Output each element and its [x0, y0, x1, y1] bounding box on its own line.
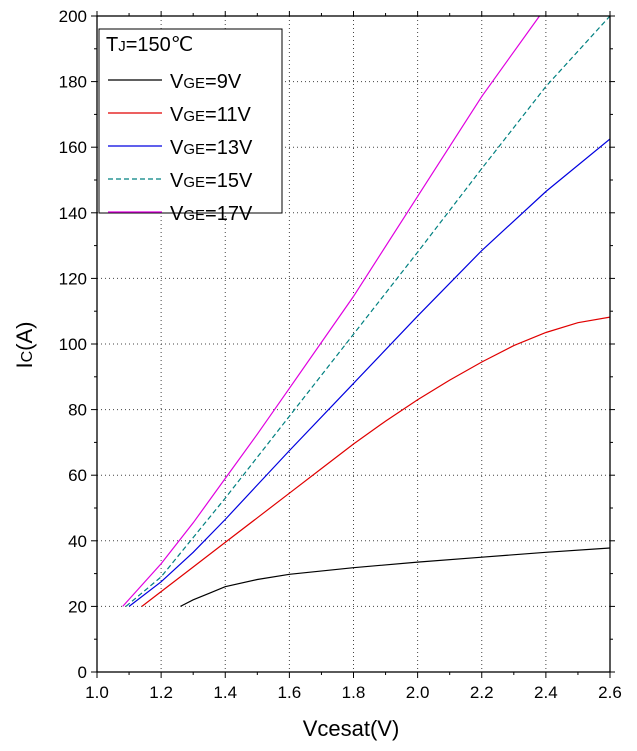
series-line-2	[141, 316, 610, 607]
y-tick-label: 120	[59, 269, 87, 288]
y-tick-label: 140	[59, 204, 87, 223]
legend-label-main: V	[170, 104, 184, 126]
legend-label-1: VGE=9V	[170, 71, 242, 93]
y-tick-label: 200	[59, 7, 87, 26]
series-line-3	[128, 138, 610, 607]
x-tick-label: 1.4	[213, 683, 237, 702]
y-tick-label: 60	[68, 466, 87, 485]
x-axis-title: Vcesat(V)	[303, 716, 400, 741]
legend-label-main: V	[170, 203, 184, 225]
y-axis-title: IC(A)	[12, 321, 37, 368]
legend-title: TJ=150℃	[106, 34, 193, 56]
legend-box	[98, 28, 283, 214]
x-tick-label: 1.8	[342, 683, 366, 702]
legend-label-sub: GE	[183, 141, 205, 158]
legend-label-main: V	[170, 71, 184, 93]
y-tick-label: 40	[68, 532, 87, 551]
legend-label-sub: GE	[183, 174, 205, 191]
legend-label-main: V	[170, 170, 184, 192]
legend-label-3: VGE=13V	[170, 137, 253, 159]
legend: TJ=150℃ VGE=9VVGE=11VVGE=13VVGE=15VVGE=1…	[98, 28, 283, 225]
legend-label-sub: GE	[183, 207, 205, 224]
x-tick-label: 2.4	[534, 683, 558, 702]
y-tick-label: 160	[59, 138, 87, 157]
legend-title-main: T	[106, 34, 118, 56]
series-layer	[122, 16, 610, 607]
x-tick-label: 1.2	[149, 683, 173, 702]
y-tick-label: 180	[59, 73, 87, 92]
series-line-5	[122, 16, 540, 607]
y-axis-title-sub: C	[19, 351, 36, 363]
y-tick-label: 80	[68, 401, 87, 420]
legend-label-rest: =11V	[205, 104, 251, 126]
legend-label-4: VGE=15V	[170, 170, 253, 192]
series-line-4	[125, 16, 610, 607]
x-tick-label: 2.2	[470, 683, 494, 702]
y-tick-label: 20	[68, 597, 87, 616]
series-line-1	[180, 547, 610, 607]
y-tick-label: 0	[78, 663, 87, 682]
legend-label-rest: =15V	[205, 170, 253, 192]
x-tick-label: 2.0	[406, 683, 430, 702]
legend-label-sub: GE	[183, 75, 205, 92]
legend-label-sub: GE	[183, 108, 205, 125]
legend-title-rest: =150℃	[126, 34, 194, 56]
legend-title-sub: J	[118, 38, 126, 55]
y-tick-label: 100	[59, 335, 87, 354]
legend-label-5: VGE=17V	[170, 203, 253, 225]
x-tick-label: 1.6	[278, 683, 302, 702]
legend-label-rest: =9V	[205, 71, 242, 93]
tick-layer: 1.0 1.2 1.4 1.6 1.8 2.0 2.2 2.4 2.6 0 20 40 60 80 100 1…	[59, 7, 622, 702]
legend-label-rest: =17V	[205, 203, 253, 225]
legend-label-2: VGE=11V	[170, 104, 251, 126]
grid-layer	[97, 16, 610, 672]
legend-label-main: V	[170, 137, 184, 159]
y-axis-title-main: I	[12, 362, 37, 368]
x-tick-label: 2.6	[598, 683, 622, 702]
y-axis-title-unit: (A)	[12, 321, 37, 350]
legend-label-rest: =13V	[205, 137, 253, 159]
x-tick-label: 1.0	[85, 683, 109, 702]
